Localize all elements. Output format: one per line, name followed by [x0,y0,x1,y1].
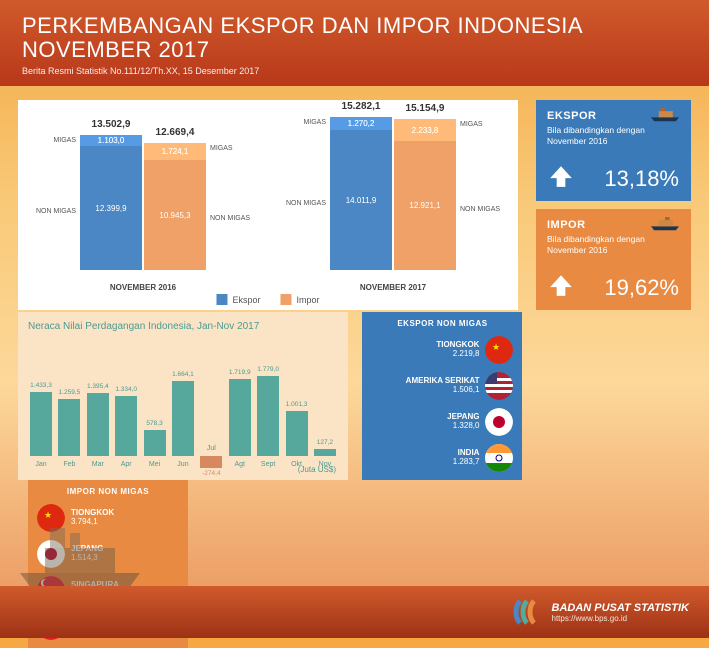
neraca-bar [257,376,279,456]
bar-seg-nonmigas: 14.011,9 [330,130,392,270]
neraca-month: Feb [58,461,80,468]
side-label: MIGAS [303,119,326,126]
org-name: BADAN PUSAT STATISTIK [552,602,690,614]
neraca-month: Jun [172,461,194,468]
bar-seg-nonmigas: 12.399,9 [80,146,142,270]
group-label-2017: NOVEMBER 2017 [268,283,518,292]
neraca-value: 1.259,5 [58,389,80,396]
neraca-value: 1.433,3 [30,382,52,389]
card-value: 13,18% [604,166,679,192]
neraca-bar [87,393,109,456]
impor-card: IMPOR Bila dibandingkan dengan November … [536,209,691,310]
country-row: AMERIKA SERIKAT1.506,1 [371,377,485,395]
country-row: JEPANG1.328,0 [371,413,485,431]
neraca-title: Neraca Nilai Perdagangan Indonesia, Jan-… [28,321,338,332]
cargo-ship-icon [10,508,150,598]
bar-total: 15.282,1 [330,101,392,112]
bar-seg-migas: 2.233,8 [394,119,456,141]
ekspor-non-migas-panel: EKSPOR NON MIGAS TIONGKOK2.219,8 ★ AMERIKA… [362,312,522,480]
bar-total: 15.154,9 [394,103,456,114]
neraca-bar [115,396,137,456]
org-url: https://www.bps.go.id [552,614,690,623]
flag-icon: ★ [485,336,513,364]
neraca-value: 1.334,0 [115,386,137,393]
bps-logo-icon [512,597,542,627]
ship-icon [649,217,681,231]
flag-icon [485,444,513,472]
side-label: MIGAS [210,145,233,152]
bar-seg-nonmigas: 10.945,3 [144,160,206,270]
neraca-month: Jan [30,461,52,468]
svg-text:★: ★ [492,342,500,352]
panel-title: EKSPOR NON MIGAS [371,319,513,328]
neraca-value: 1.001,3 [286,401,308,408]
side-label: NON MIGAS [460,206,500,213]
subtitle: Berita Resmi Statistik No.111/12/Th.XX, … [22,66,687,76]
neraca-chart: Neraca Nilai Perdagangan Indonesia, Jan-… [18,312,348,480]
neraca-bar [58,399,80,456]
bar-total: 13.502,9 [80,119,142,130]
card-sub: Bila dibandingkan dengan November 2016 [547,125,680,145]
neraca-bar [144,430,166,456]
arrow-up-icon [548,272,574,298]
neraca-unit: (Juta US$) [298,465,336,474]
bar-seg-migas: 1.103,0 [80,135,142,146]
bar-seg-migas: 1.270,2 [330,117,392,130]
stacked-bar-chart: 13.502,9 1.103,0 12.399,9 MIGAS NON MIGA… [18,100,518,310]
side-label: NON MIGAS [36,208,76,215]
neraca-month: Agt [229,461,251,468]
side-label: NON MIGAS [286,200,326,207]
country-row: TIONGKOK2.219,8 [371,341,485,359]
neraca-bar-neg [200,456,222,468]
neraca-value: 1.779,0 [257,366,279,373]
flag-icon [485,372,513,400]
ship-icon [649,108,681,122]
flag-icon [485,408,513,436]
page-title: PERKEMBANGAN EKSPOR DAN IMPOR INDONESIA … [22,14,687,62]
chart-legend: Ekspor Impor [216,294,319,305]
neraca-bar [314,449,336,456]
side-label: MIGAS [460,121,483,128]
panel-title: IMPOR NON MIGAS [37,487,179,496]
neraca-bar [229,379,251,456]
ekspor-card: EKSPOR Bila dibandingkan dengan November… [536,100,691,201]
main: 13.502,9 1.103,0 12.399,9 MIGAS NON MIGA… [0,86,709,324]
neraca-value: 127,2 [314,439,336,446]
neraca-value: 1.719,9 [229,369,251,376]
footer: BADAN PUSAT STATISTIK https://www.bps.go… [0,586,709,638]
neraca-value: 1.664,1 [172,371,194,378]
header: PERKEMBANGAN EKSPOR DAN IMPOR INDONESIA … [0,0,709,86]
neraca-month: Apr [115,461,137,468]
arrow-up-icon [548,163,574,189]
neraca-bar [286,411,308,456]
bar-total: 12.669,4 [144,127,206,138]
neraca-month: Mei [144,461,166,468]
neraca-value: 1.395,4 [87,383,109,390]
card-value: 19,62% [604,275,679,301]
bar-seg-nonmigas: 12.921,1 [394,141,456,270]
bar-seg-migas: 1.724,1 [144,143,206,160]
side-label: NON MIGAS [210,215,250,222]
country-row: INDIA1.283,7 [371,449,485,467]
card-sub: Bila dibandingkan dengan November 2016 [547,234,680,254]
neraca-month: Jul [200,445,222,452]
neraca-month: Mar [87,461,109,468]
neraca-month: Sept [257,461,279,468]
neraca-value: -274,4 [200,470,222,477]
neraca-bar [172,381,194,456]
group-label-2016: NOVEMBER 2016 [18,283,268,292]
side-cards: EKSPOR Bila dibandingkan dengan November… [536,100,691,318]
side-label: MIGAS [53,137,76,144]
neraca-value: 578,3 [144,420,166,427]
neraca-bar [30,392,52,456]
